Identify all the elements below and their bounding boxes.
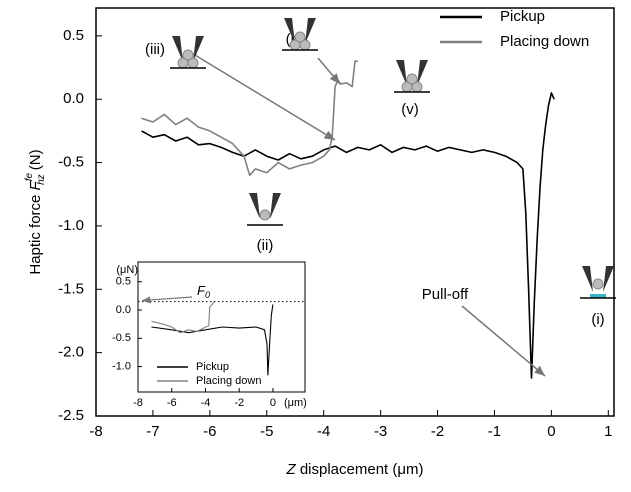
gripper-jaw [417, 60, 428, 86]
x-tick-label: -2 [234, 397, 244, 409]
x-tick-label: -6 [203, 423, 216, 440]
legend-label: Placing down [500, 33, 589, 50]
annotation: (v) [401, 101, 419, 118]
gripper-icon [247, 193, 283, 226]
y-tick-label: 0.5 [116, 276, 131, 288]
gripper-jaw [172, 36, 183, 62]
y-tick-label: -1.5 [58, 280, 84, 297]
y-tick-label: -0.5 [112, 332, 131, 344]
reference-label: F0 [197, 283, 210, 300]
y-tick-label: -2.5 [58, 407, 84, 424]
x-tick-label: 1 [604, 423, 612, 440]
sphere [406, 73, 418, 85]
annotation: (i) [591, 311, 604, 328]
legend-label: Pickup [196, 361, 229, 373]
x-unit: (μm) [284, 397, 307, 409]
legend-label: Placing down [196, 375, 261, 387]
reference-sub: 0 [205, 290, 210, 300]
legend-label: Pickup [500, 8, 545, 25]
annotation: (iii) [145, 41, 165, 58]
gripper-icon [394, 60, 430, 93]
contact [590, 294, 606, 298]
annotation-arrow [317, 57, 341, 85]
x-axis-title: Z displacement (μm) [285, 461, 423, 478]
sphere [592, 278, 604, 290]
data-line [141, 92, 555, 379]
gripper-icon [282, 18, 318, 51]
sphere [182, 49, 194, 61]
gripper-icon [580, 266, 616, 299]
y-unit: (μN) [116, 264, 138, 276]
y-axis-title: Haptic force Ffehz (N) [24, 149, 47, 274]
x-tick-label: -5 [260, 423, 273, 440]
y-tick-label: 0.0 [63, 90, 84, 107]
y-tick-label: -0.5 [58, 154, 84, 171]
annotation-arrow [461, 305, 546, 377]
gripper-jaw [396, 60, 407, 86]
sphere [259, 209, 271, 221]
y-tick-label: -2.0 [58, 344, 84, 361]
x-tick-label: -2 [431, 423, 444, 440]
gripper-jaw [582, 266, 593, 292]
x-tick-label: -4 [201, 397, 211, 409]
x-tick-label: -8 [133, 397, 143, 409]
y-tick-label: 0.5 [63, 27, 84, 44]
gripper-jaw [305, 18, 316, 44]
y-tick-label: 0.0 [116, 304, 131, 316]
reference-symbol: F [197, 283, 206, 298]
annotation: Pull-off [422, 286, 469, 303]
gripper-jaw [603, 266, 614, 292]
gripper-jaw [249, 193, 260, 219]
gripper-jaw [284, 18, 295, 44]
annotation-arrow [189, 51, 336, 141]
sphere [294, 31, 306, 43]
x-tick-label: -8 [89, 423, 102, 440]
y-tick-label: -1.0 [58, 217, 84, 234]
gripper-jaw [270, 193, 281, 219]
y-tick-label: -1.0 [112, 360, 131, 372]
data-line [151, 304, 274, 376]
x-tick-label: 0 [270, 397, 276, 409]
gripper-jaw [193, 36, 204, 62]
x-tick-label: -1 [488, 423, 501, 440]
reference-arrow [141, 296, 193, 304]
x-tick-label: -7 [146, 423, 159, 440]
x-tick-label: -3 [374, 423, 387, 440]
annotation: (ii) [257, 237, 274, 254]
gripper-icon [170, 36, 206, 69]
x-tick-label: -6 [167, 397, 177, 409]
x-tick-label: -4 [317, 423, 330, 440]
x-tick-label: 0 [547, 423, 555, 440]
data-line [151, 301, 215, 334]
